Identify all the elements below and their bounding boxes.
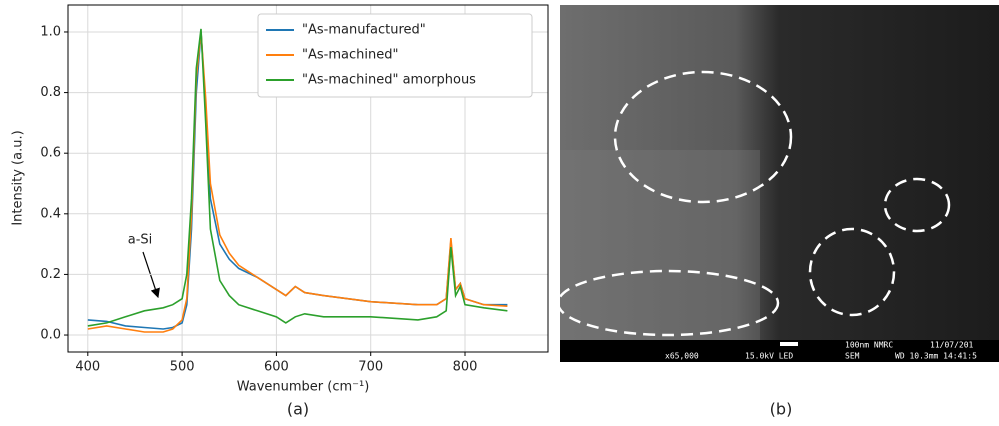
x-tick-label: 800: [453, 360, 478, 375]
legend-box: [257, 13, 533, 98]
annotation: a-Si: [128, 233, 153, 248]
scale-label: 100nm NMRC: [845, 341, 893, 350]
x-tick-label: 600: [264, 360, 289, 375]
legend-label: "As-machined" amorphous: [302, 73, 476, 88]
y-tick-label: 0.4: [40, 206, 61, 221]
scale-bar: [780, 342, 798, 346]
sem-image: [560, 5, 999, 340]
legend-label: "As-machined": [302, 48, 398, 63]
highlight-ellipses: [556, 70, 951, 337]
y-tick-label: 0.8: [40, 85, 61, 100]
y-tick-label: 0.2: [40, 267, 61, 282]
y-axis-label: Intensity (a.u.): [11, 130, 26, 225]
sem-panel: 100nm NMRC 11/07/201 x65,000 15.0kV LED …: [556, 5, 999, 362]
wd-time: WD 10.3mm 14:41:5: [895, 352, 977, 361]
caption: (a): [287, 400, 309, 419]
info-bar: [560, 340, 999, 362]
y-tick-label: 0.6: [40, 146, 61, 161]
series-line: [87, 28, 508, 327]
x-axis-label: Wavenumber (cm⁻¹): [237, 380, 370, 395]
date: 11/07/201: [930, 341, 974, 350]
caption: (b): [770, 400, 793, 419]
magnification: x65,000: [665, 352, 699, 361]
x-tick-label: 400: [75, 360, 100, 375]
x-tick-label: 700: [358, 360, 383, 375]
y-tick-label: 1.0: [40, 24, 61, 39]
legend-label: "As-manufactured": [302, 23, 426, 38]
plot-frame: [67, 4, 549, 353]
voltage: 15.0kV LED: [745, 352, 793, 361]
y-tick-label: 0.0: [40, 328, 61, 343]
mode: SEM: [845, 352, 860, 361]
x-tick-label: 500: [170, 360, 195, 375]
sem-texture: [560, 150, 760, 340]
